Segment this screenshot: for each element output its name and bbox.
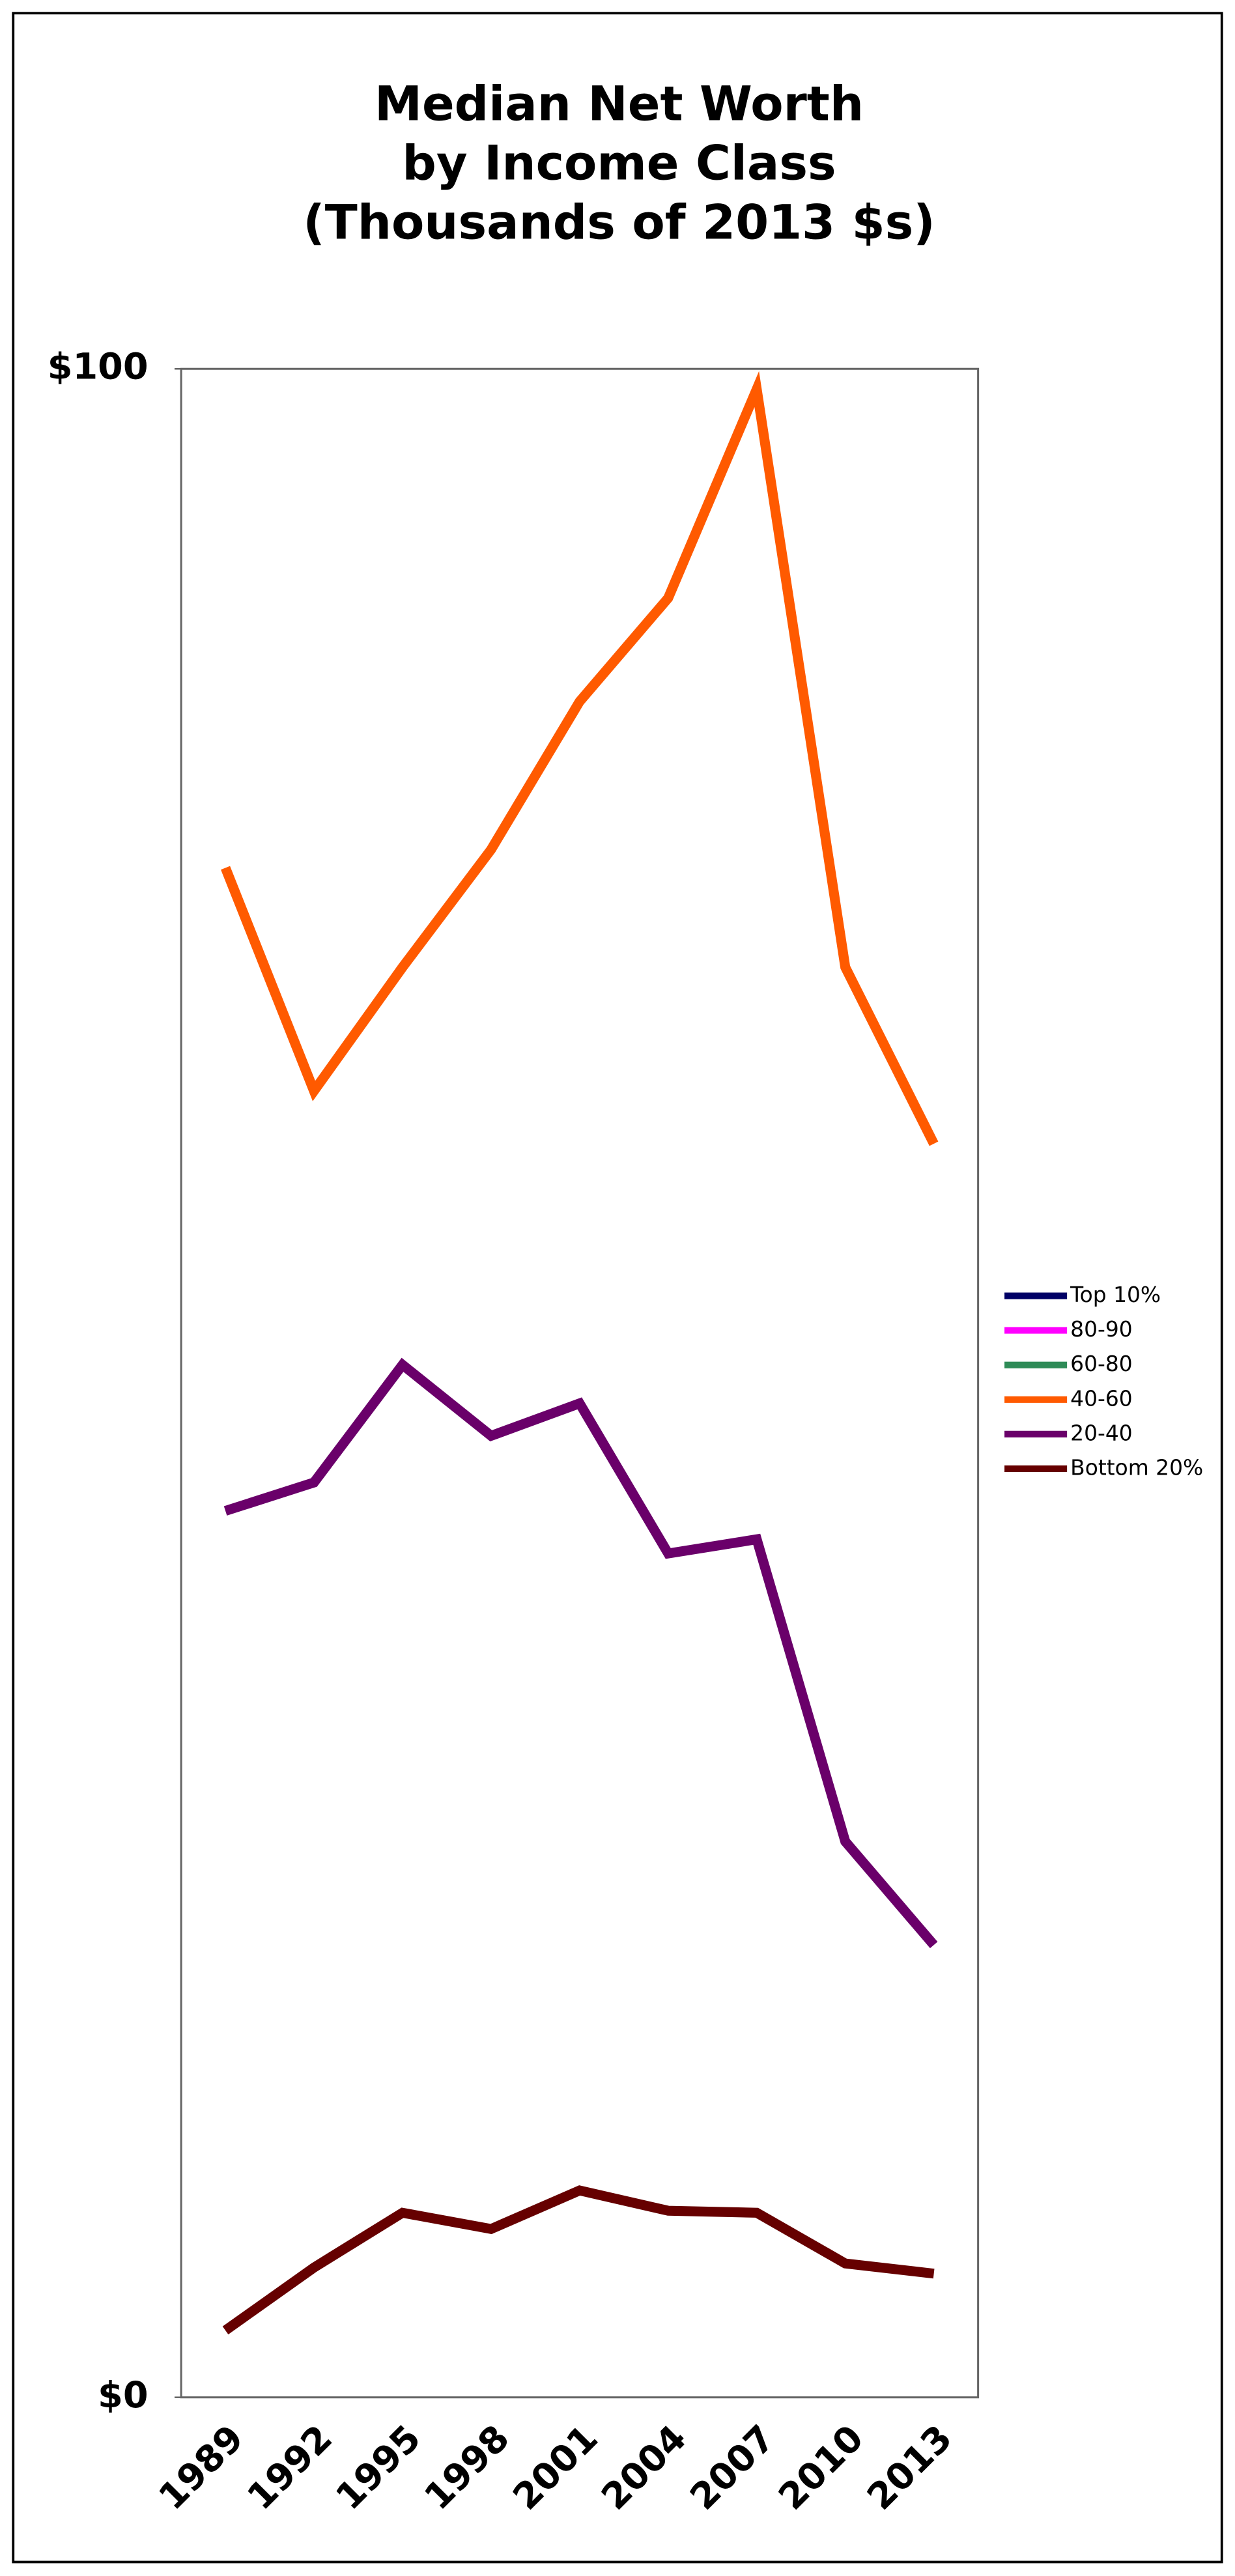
- y-tick-label: $0: [98, 2374, 148, 2416]
- legend-label: 80-90: [1070, 1316, 1132, 1342]
- legend-label: 20-40: [1070, 1420, 1132, 1445]
- legend-label: 60-80: [1070, 1351, 1132, 1376]
- line-series: [221, 371, 939, 1146]
- legend-label: 40-60: [1070, 1385, 1132, 1411]
- chart-title: Median Net Worth: [375, 76, 864, 132]
- chart-border: [12, 12, 1223, 2564]
- line-series: [223, 1357, 938, 1949]
- plot-area: [180, 367, 980, 2399]
- chart-title: (Thousands of 2013 $s): [303, 195, 935, 250]
- y-tick-label: $100: [48, 345, 149, 388]
- line-series: [222, 2185, 935, 2335]
- legend-label: Bottom 20%: [1070, 1454, 1203, 1480]
- legend-label: Top 10%: [1070, 1282, 1161, 1307]
- chart-title: by Income Class: [402, 135, 836, 191]
